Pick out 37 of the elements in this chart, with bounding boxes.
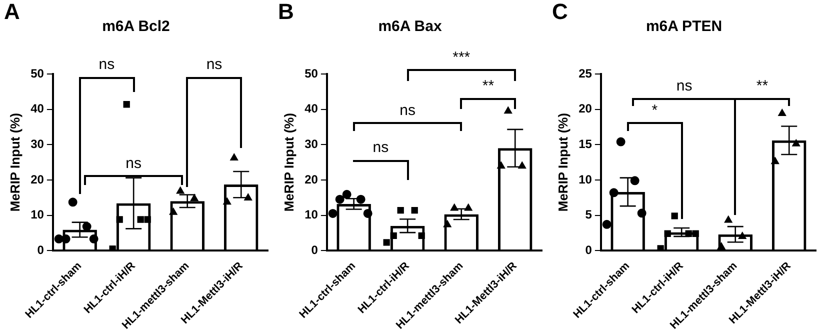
y-tick-label: 25: [578, 66, 592, 80]
y-tick-label: 40: [30, 102, 44, 116]
annotation: ns: [126, 155, 142, 172]
y-tick-label: 0: [311, 242, 318, 257]
chart-title: m6A PTEN: [646, 18, 722, 36]
y-tick-label: 30: [30, 136, 44, 151]
text: A: [4, 0, 20, 24]
y-tick-label: 10: [304, 208, 318, 222]
y-tick-label: 20: [304, 172, 318, 186]
y-tick-label: 30: [304, 136, 318, 151]
y-tick-label: 5: [585, 208, 592, 222]
y-axis-title: MeRIP Input (%): [281, 112, 296, 212]
annotation: *: [652, 102, 658, 120]
annotation: **: [482, 77, 494, 94]
y-tick-label: 20: [30, 172, 44, 186]
y-tick-label: 50: [304, 66, 318, 80]
text: ns: [206, 56, 222, 74]
y-tick-label: 0: [585, 242, 592, 257]
y-tick-label: 15: [578, 136, 592, 151]
y-tick-label: 0: [37, 242, 44, 257]
y-axis-title: MeRIP Input (%): [555, 112, 570, 212]
chart-title: m6A Bcl2: [102, 18, 170, 36]
y-axis-title: MeRIP Input (%): [7, 112, 22, 212]
y-tick-label: 20: [578, 102, 592, 116]
chart-title: m6A Bax: [378, 18, 442, 36]
text: C: [552, 0, 568, 24]
annotation: **: [756, 77, 768, 94]
text: ***: [452, 49, 470, 66]
text: B: [278, 0, 294, 24]
y-tick-label: 10: [578, 172, 592, 186]
annotation: ns: [676, 77, 692, 94]
text: ns: [98, 56, 115, 74]
y-tick-label: 10: [30, 208, 44, 222]
annotation: ns: [372, 139, 389, 156]
y-tick-label: 40: [304, 102, 318, 116]
y-tick-label: 50: [30, 66, 44, 80]
annotation: ns: [400, 102, 416, 120]
